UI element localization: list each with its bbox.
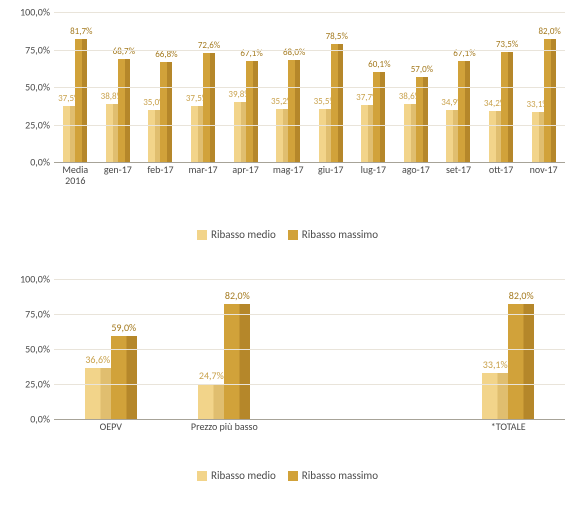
- bar-value-label: 60,1%: [368, 59, 390, 72]
- bar-ribasso-massimo: 82,0%: [508, 304, 534, 419]
- gridline: [54, 279, 565, 280]
- y-tick-label: 0,0%: [6, 413, 50, 426]
- gridline: [54, 87, 565, 88]
- x-tick-label: ago-17: [395, 162, 438, 186]
- chart-summary-legend: Ribasso medio Ribasso massimo: [6, 469, 569, 482]
- x-tick-label: ott-17: [480, 162, 523, 186]
- x-tick-label: *TOTALE: [451, 419, 565, 432]
- bar-ribasso-medio: 37,7%: [361, 105, 373, 162]
- legend-label: Ribasso medio: [211, 228, 276, 241]
- chart-summary-xlabels: OEPVPrezzo più basso *TOTALE: [54, 419, 565, 432]
- x-tick-label: lug-17: [352, 162, 395, 186]
- y-tick-label: 0,0%: [6, 156, 50, 169]
- bar-value-label: 33,1%: [483, 358, 508, 373]
- bar-value-label: 66,8%: [155, 49, 177, 62]
- bar-value-label: 82,0%: [538, 26, 560, 39]
- bar-ribasso-medio: 24,7%: [198, 384, 224, 419]
- bar-value-label: 78,5%: [326, 31, 348, 44]
- chart-monthly-xlabels: Media2016gen-17feb-17mar-17apr-17mag-17g…: [54, 162, 565, 186]
- bar-ribasso-massimo: 82,0%: [224, 304, 250, 419]
- bar-value-label: 24,7%: [199, 369, 224, 384]
- legend-item: Ribasso medio: [197, 228, 276, 241]
- page: 37,5%81,7%38,8%68,7%35,0%66,8%37,5%72,6%…: [0, 0, 575, 488]
- y-tick-label: 75,0%: [6, 43, 50, 56]
- x-tick-label: gen-17: [97, 162, 140, 186]
- x-tick-label: mar-17: [182, 162, 225, 186]
- bar-ribasso-massimo: 57,0%: [416, 77, 428, 163]
- bar-ribasso-massimo: 68,7%: [118, 59, 130, 162]
- gridline: [54, 384, 565, 385]
- bar-ribasso-medio: 35,2%: [276, 109, 288, 162]
- bar-ribasso-massimo: 78,5%: [331, 44, 343, 162]
- x-tick-label: apr-17: [224, 162, 267, 186]
- bar-ribasso-massimo: 66,8%: [160, 62, 172, 162]
- bar-ribasso-medio: 35,5%: [319, 109, 331, 162]
- bar-ribasso-massimo: 68,0%: [288, 60, 300, 162]
- gridline: [54, 349, 565, 350]
- chart-summary: 36,6%59,0%24,7%82,0%33,1%82,0% OEPVPrezz…: [6, 271, 569, 469]
- bar-ribasso-massimo: 82,0%: [544, 39, 556, 162]
- bar-ribasso-medio: 39,8%: [234, 102, 246, 162]
- y-tick-label: 100,0%: [6, 6, 50, 19]
- y-tick-label: 50,0%: [6, 81, 50, 94]
- bar-ribasso-medio: 38,8%: [106, 104, 118, 162]
- bar-ribasso-medio: 36,6%: [85, 368, 111, 419]
- bar-ribasso-massimo: 67,1%: [458, 61, 470, 162]
- bar-ribasso-massimo: 72,6%: [203, 53, 215, 162]
- gridline: [54, 314, 565, 315]
- bar-ribasso-medio: 33,1%: [482, 373, 508, 419]
- legend-item: Ribasso massimo: [288, 469, 378, 482]
- x-tick-label: mag-17: [267, 162, 310, 186]
- y-tick-label: 25,0%: [6, 118, 50, 131]
- legend-swatch: [288, 471, 298, 481]
- bar-ribasso-medio: 37,5%: [63, 106, 75, 162]
- legend-swatch: [197, 471, 207, 481]
- legend-label: Ribasso massimo: [302, 469, 378, 482]
- bar-value-label: 82,0%: [509, 289, 534, 304]
- x-tick-label: Prezzo più basso: [168, 419, 282, 432]
- x-tick-label: OEPV: [54, 419, 168, 432]
- bar-value-label: 68,7%: [113, 46, 135, 59]
- bar-ribasso-massimo: 60,1%: [373, 72, 385, 162]
- legend-label: Ribasso medio: [211, 469, 276, 482]
- x-tick-label: feb-17: [139, 162, 182, 186]
- bar-ribasso-medio: 38,6%: [404, 104, 416, 162]
- bar-ribasso-medio: 35,0%: [148, 110, 160, 163]
- x-tick-label: Media2016: [54, 162, 97, 186]
- legend-item: Ribasso massimo: [288, 228, 378, 241]
- x-tick-label: set-17: [437, 162, 480, 186]
- chart-monthly-plot: 37,5%81,7%38,8%68,7%35,0%66,8%37,5%72,6%…: [54, 12, 565, 162]
- chart-monthly: 37,5%81,7%38,8%68,7%35,0%66,8%37,5%72,6%…: [6, 4, 569, 228]
- gridline: [54, 50, 565, 51]
- bar-ribasso-massimo: 73,5%: [501, 52, 513, 162]
- chart-summary-plot: 36,6%59,0%24,7%82,0%33,1%82,0%: [54, 279, 565, 419]
- gridline: [54, 12, 565, 13]
- y-tick-label: 25,0%: [6, 378, 50, 391]
- bar-ribasso-medio: 34,9%: [446, 110, 458, 162]
- legend-swatch: [288, 230, 298, 240]
- y-tick-label: 50,0%: [6, 343, 50, 356]
- spacer: [281, 419, 451, 432]
- bar-ribasso-massimo: 81,7%: [75, 39, 87, 162]
- bar-ribasso-medio: 34,2%: [489, 111, 501, 162]
- legend-item: Ribasso medio: [197, 469, 276, 482]
- bar-value-label: 72,6%: [198, 40, 220, 53]
- bar-ribasso-massimo: 67,1%: [246, 61, 258, 162]
- bar-value-label: 57,0%: [411, 64, 433, 77]
- bar-value-label: 59,0%: [111, 321, 136, 336]
- x-tick-label: giu-17: [309, 162, 352, 186]
- bar-value-label: 82,0%: [225, 289, 250, 304]
- bar-value-label: 81,7%: [70, 26, 92, 39]
- gridline: [54, 125, 565, 126]
- y-tick-label: 100,0%: [6, 273, 50, 286]
- x-tick-label: nov-17: [522, 162, 565, 186]
- bar-ribasso-medio: 33,1%: [532, 112, 544, 162]
- legend-label: Ribasso massimo: [302, 228, 378, 241]
- bar-ribasso-medio: 37,5%: [191, 106, 203, 162]
- chart-monthly-legend: Ribasso medio Ribasso massimo: [6, 228, 569, 241]
- legend-swatch: [197, 230, 207, 240]
- bar-value-label: 36,6%: [85, 353, 110, 368]
- y-tick-label: 75,0%: [6, 308, 50, 321]
